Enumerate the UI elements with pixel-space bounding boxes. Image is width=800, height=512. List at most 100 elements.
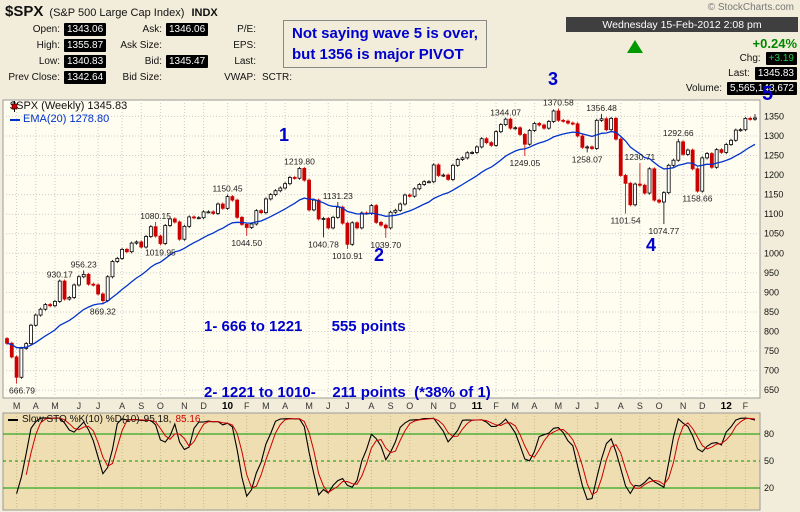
chart-legend: $SPX (Weekly) 1345.83 EMA(20) 1278.80: [10, 100, 127, 126]
svg-text:F: F: [493, 401, 499, 411]
svg-text:1044.50: 1044.50: [231, 238, 262, 248]
svg-text:930.17: 930.17: [47, 270, 73, 280]
svg-text:M: M: [555, 401, 563, 411]
svg-text:A: A: [33, 401, 39, 411]
svg-text:S: S: [138, 401, 144, 411]
sto-level-label: 20: [764, 483, 774, 493]
svg-text:1200: 1200: [764, 170, 784, 180]
ask-value: 1346.06: [166, 22, 209, 36]
low-label: Low:: [38, 55, 60, 67]
svg-text:M: M: [262, 401, 270, 411]
svg-text:D: D: [699, 401, 706, 411]
svg-text:F: F: [743, 401, 749, 411]
x-axis-labels: M A M J J A S O N D 10 F M A M J J A S O N D 11 F M A M J J A S O N D 12 F: [13, 401, 749, 412]
sctr-label: SCTR:: [262, 71, 292, 83]
svg-text:A: A: [119, 401, 125, 411]
symbol-row: $SPX (S&P 500 Large Cap Index) INDX: [5, 3, 218, 20]
wave-label-4: 4: [646, 235, 657, 255]
change-percent: +0.24%: [752, 36, 797, 51]
symbol: $SPX: [5, 3, 44, 20]
up-triangle-icon: [627, 40, 643, 53]
chg-value: +3.19: [765, 52, 797, 65]
svg-text:700: 700: [764, 366, 779, 376]
svg-text:J: J: [345, 401, 350, 411]
wave-note-line: 1- 666 to 1221 555 points: [204, 318, 406, 335]
bid-label: Bid:: [144, 55, 162, 67]
vwap-label: VWAP:: [224, 71, 256, 83]
sto-level-label: 50: [764, 456, 774, 466]
ema-line-icon: [10, 118, 20, 121]
svg-text:1074.77: 1074.77: [649, 226, 680, 236]
change-block: +0.24% Chg: +3.19 Last: 1345.83 Volume: …: [607, 36, 797, 96]
ask-label: Ask:: [142, 23, 162, 35]
svg-text:1019.95: 1019.95: [145, 247, 176, 257]
svg-text:1010.91: 1010.91: [332, 251, 363, 261]
pe-label: P/E:: [237, 23, 256, 35]
svg-text:S: S: [388, 401, 394, 411]
quote-row: Open: 1343.06 Ask: 1346.06 P/E:: [4, 21, 292, 37]
svg-text:F: F: [244, 401, 250, 411]
svg-text:A: A: [618, 401, 624, 411]
svg-text:1080.15: 1080.15: [140, 211, 171, 221]
sto-d-value: 85.16: [175, 414, 201, 425]
wave-label-1: 1: [279, 125, 290, 145]
high-value: 1355.87: [64, 38, 107, 52]
wave-label-5: 5: [762, 83, 774, 105]
ema-line: [6, 130, 756, 349]
svg-text:1158.66: 1158.66: [682, 193, 712, 203]
bid-value: 1345.47: [166, 54, 209, 68]
svg-text:O: O: [656, 401, 663, 411]
annotation-line: but 1356 is major PIVOT: [292, 46, 464, 63]
sto-k-value: 95.18,: [143, 414, 172, 425]
svg-text:A: A: [282, 401, 288, 411]
grid: [3, 100, 760, 398]
svg-text:956.23: 956.23: [71, 259, 97, 269]
sto-label-text: Slow STO %K(10) %D(10): [22, 414, 140, 425]
pivot-labels: 666.79930.17956.23869.321080.151019.9511…: [9, 98, 713, 396]
svg-text:D: D: [200, 401, 207, 411]
svg-text:N: N: [181, 401, 188, 411]
high-label: High:: [36, 39, 60, 51]
wave-label-2: 2: [374, 245, 385, 265]
volume-label: Volume:: [685, 83, 723, 94]
svg-text:J: J: [77, 401, 82, 411]
svg-text:1219.80: 1219.80: [284, 156, 315, 166]
svg-text:A: A: [531, 401, 537, 411]
svg-text:O: O: [157, 401, 164, 411]
svg-text:850: 850: [764, 307, 779, 317]
quote-row: Low: 1340.83 Bid: 1345.47 Last:: [4, 53, 292, 69]
eps-label: EPS:: [233, 39, 256, 51]
pivot-annotation-box: Not saying wave 5 is over, but 1356 is m…: [283, 20, 487, 68]
svg-text:666.79: 666.79: [9, 386, 35, 396]
bid-size-label: Bid Size:: [122, 71, 162, 83]
svg-text:N: N: [680, 401, 687, 411]
svg-text:1101.54: 1101.54: [610, 216, 640, 226]
last-label: Last:: [234, 55, 256, 67]
volume-value: 5,565,148,672: [727, 82, 797, 95]
svg-text:10: 10: [222, 401, 234, 412]
svg-text:1292.66: 1292.66: [663, 128, 694, 138]
svg-text:1040.78: 1040.78: [308, 239, 339, 249]
svg-text:1370.58: 1370.58: [543, 98, 574, 107]
svg-text:1039.70: 1039.70: [370, 240, 401, 250]
candlesticks: [5, 108, 757, 384]
symbol-name: (S&P 500 Large Cap Index): [49, 7, 185, 19]
price-chart-panel: 666.79930.17956.23869.321080.151019.9511…: [2, 98, 784, 412]
svg-text:A: A: [368, 401, 374, 411]
prev-close-label: Prev Close:: [8, 71, 60, 83]
prev-close-value: 1342.64: [64, 70, 107, 84]
last-price-value: 1345.83: [754, 67, 797, 80]
annotation-line: Not saying wave 5 is over,: [292, 25, 478, 42]
svg-text:900: 900: [764, 287, 779, 297]
svg-text:1300: 1300: [764, 131, 784, 141]
open-value: 1343.06: [64, 22, 107, 36]
candlestick-icon: [11, 101, 18, 112]
svg-text:1050: 1050: [764, 229, 784, 239]
y-axis-labels: 1350 1300 1250 1200 1150 1100 1050 1000 950 900 85…: [764, 111, 784, 395]
svg-text:M: M: [13, 401, 21, 411]
svg-text:J: J: [595, 401, 600, 411]
svg-text:1249.05: 1249.05: [509, 158, 540, 168]
sto-level-label: 80: [764, 429, 774, 439]
datetime-band: Wednesday 15-Feb-2012 2:08 pm: [566, 17, 798, 32]
